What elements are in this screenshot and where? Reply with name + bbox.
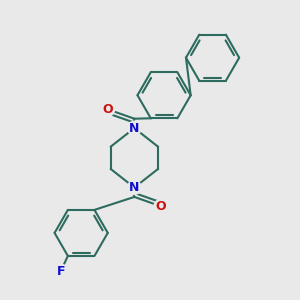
- Text: O: O: [156, 200, 166, 213]
- Circle shape: [54, 264, 68, 278]
- Circle shape: [128, 121, 141, 135]
- Text: F: F: [57, 265, 65, 278]
- Circle shape: [101, 102, 115, 116]
- Text: N: N: [129, 122, 140, 135]
- Circle shape: [128, 181, 141, 194]
- Text: N: N: [129, 181, 140, 194]
- Circle shape: [154, 200, 168, 213]
- Text: O: O: [103, 103, 113, 116]
